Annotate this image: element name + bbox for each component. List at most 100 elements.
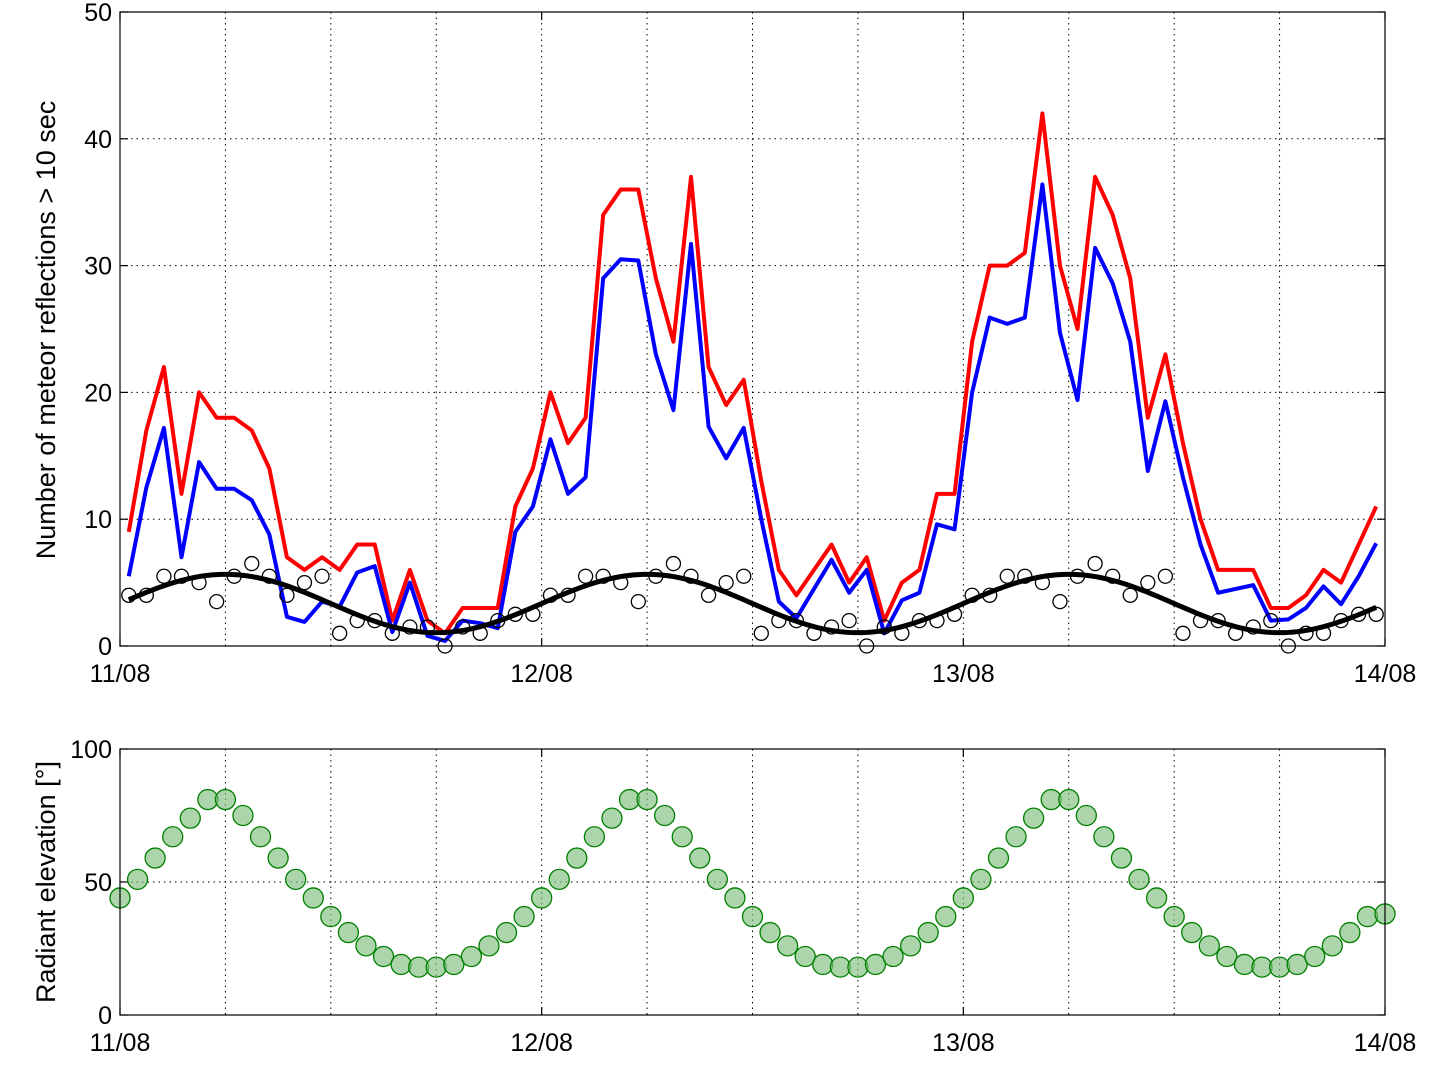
top-data-point xyxy=(718,574,734,591)
top-ylabel: Number of meteor reflections > 10 sec xyxy=(31,101,61,559)
top-data-point xyxy=(314,568,330,584)
bottom-data-point xyxy=(267,847,289,869)
bottom-data-point xyxy=(179,807,201,829)
bottom-ytick-label: 0 xyxy=(98,1002,112,1030)
bottom-data-point xyxy=(1145,887,1168,909)
bottom-ylabel: Radiant elevation [°] xyxy=(31,761,61,1003)
bottom-data-point xyxy=(1005,826,1027,848)
bottom-data-point xyxy=(601,807,623,829)
bottom-data-point xyxy=(1181,921,1203,944)
top-data-point xyxy=(1140,574,1156,591)
top-panel: Number of meteor reflections > 10 sec 01… xyxy=(31,0,1416,688)
top-xtick-label: 14/08 xyxy=(1354,660,1417,688)
bottom-data-point xyxy=(232,804,254,827)
bottom-data-point xyxy=(952,887,974,909)
bottom-data-point xyxy=(390,953,412,976)
bottom-data-point xyxy=(987,847,1010,869)
top-data-point xyxy=(1263,612,1279,629)
bottom-panel: Radiant elevation [°] 0 50 100 11/08 12/08 13… xyxy=(31,736,1416,1057)
top-xtick-label: 11/08 xyxy=(90,660,151,688)
bottom-xtick-label: 12/08 xyxy=(510,1029,573,1057)
bottom-plot-frame xyxy=(119,748,1386,1016)
bottom-data-point xyxy=(126,868,149,890)
top-data-point xyxy=(1368,606,1384,622)
top-gridlines xyxy=(120,12,1385,646)
bottom-data-point xyxy=(478,935,500,957)
top-ticks: 0 10 20 30 40 50 11/08 12/08 13/08 14/08 xyxy=(84,0,1416,688)
bottom-data-point xyxy=(864,953,887,976)
top-data-point xyxy=(1157,568,1174,584)
bottom-data-point xyxy=(899,935,922,957)
bottom-data-point xyxy=(812,953,834,976)
bottom-data-point xyxy=(302,887,324,909)
top-ytick-label: 30 xyxy=(84,253,112,281)
bottom-data-point xyxy=(1128,868,1150,890)
bottom-data-point xyxy=(724,887,746,909)
top-data-point xyxy=(665,555,682,572)
top-ytick-label: 10 xyxy=(84,506,112,534)
bottom-data-point xyxy=(566,847,588,869)
bottom-data-point xyxy=(970,868,992,890)
bottom-xtick-label: 11/08 xyxy=(90,1029,151,1057)
top-plot-frame xyxy=(119,11,1386,647)
bottom-data-point xyxy=(1356,905,1379,928)
bottom-data-point xyxy=(882,945,904,968)
top-data-point xyxy=(1122,587,1138,603)
bottom-data-point xyxy=(706,868,729,890)
bottom-series xyxy=(109,788,1396,978)
top-ytick-label: 0 xyxy=(98,633,112,661)
bottom-data-point xyxy=(162,826,184,848)
bottom-data-point xyxy=(460,945,483,968)
bottom-data-point xyxy=(1198,935,1220,957)
bottom-data-point xyxy=(249,826,272,848)
bottom-data-point xyxy=(1304,945,1326,968)
top-data-point xyxy=(1175,625,1191,641)
top-data-point xyxy=(753,625,769,641)
bottom-data-point xyxy=(1163,905,1185,928)
top-data-point xyxy=(331,625,348,641)
bottom-data-point xyxy=(741,905,764,928)
top-ytick-label: 20 xyxy=(84,379,112,407)
bottom-data-point xyxy=(847,956,869,978)
bottom-data-point xyxy=(495,921,518,944)
bottom-data-point xyxy=(1339,921,1361,944)
top-data-point xyxy=(296,574,313,591)
bottom-data-point xyxy=(1286,953,1308,976)
top-series xyxy=(121,111,1384,654)
bottom-gridlines xyxy=(120,749,1385,1015)
bottom-data-point xyxy=(285,868,307,890)
top-data-point xyxy=(841,612,857,629)
top-xtick-label: 13/08 xyxy=(932,660,995,688)
bottom-data-point xyxy=(320,905,342,928)
top-data-point xyxy=(156,568,172,584)
bottom-data-point xyxy=(531,887,553,909)
bottom-data-point xyxy=(1321,935,1343,957)
top-ytick-label: 50 xyxy=(84,0,112,27)
bottom-data-point xyxy=(935,905,957,928)
top-data-point xyxy=(577,568,594,584)
bottom-data-point xyxy=(1058,788,1080,811)
top-fit-curve xyxy=(127,571,1378,636)
bottom-data-point xyxy=(1233,953,1256,976)
bottom-data-point xyxy=(1075,804,1097,827)
top-ytick-label: 40 xyxy=(84,126,112,154)
bottom-data-point xyxy=(654,804,676,827)
top-data-point xyxy=(700,587,717,603)
bottom-data-point xyxy=(1268,956,1291,978)
bottom-data-point xyxy=(1110,847,1133,869)
bottom-data-point xyxy=(776,935,799,957)
bottom-data-point xyxy=(425,956,447,978)
bottom-data-point xyxy=(671,826,693,848)
bottom-data-point xyxy=(1216,945,1238,968)
top-xtick-label: 12/08 xyxy=(510,660,573,688)
bottom-data-point xyxy=(1022,807,1045,829)
bottom-data-point xyxy=(794,945,816,968)
top-data-point xyxy=(1087,555,1103,572)
bottom-data-point xyxy=(337,921,360,944)
bottom-data-point xyxy=(144,847,166,869)
bottom-data-point xyxy=(759,921,781,944)
bottom-data-point xyxy=(583,826,606,848)
bottom-ytick-label: 100 xyxy=(70,736,112,764)
top-data-point xyxy=(630,593,646,610)
